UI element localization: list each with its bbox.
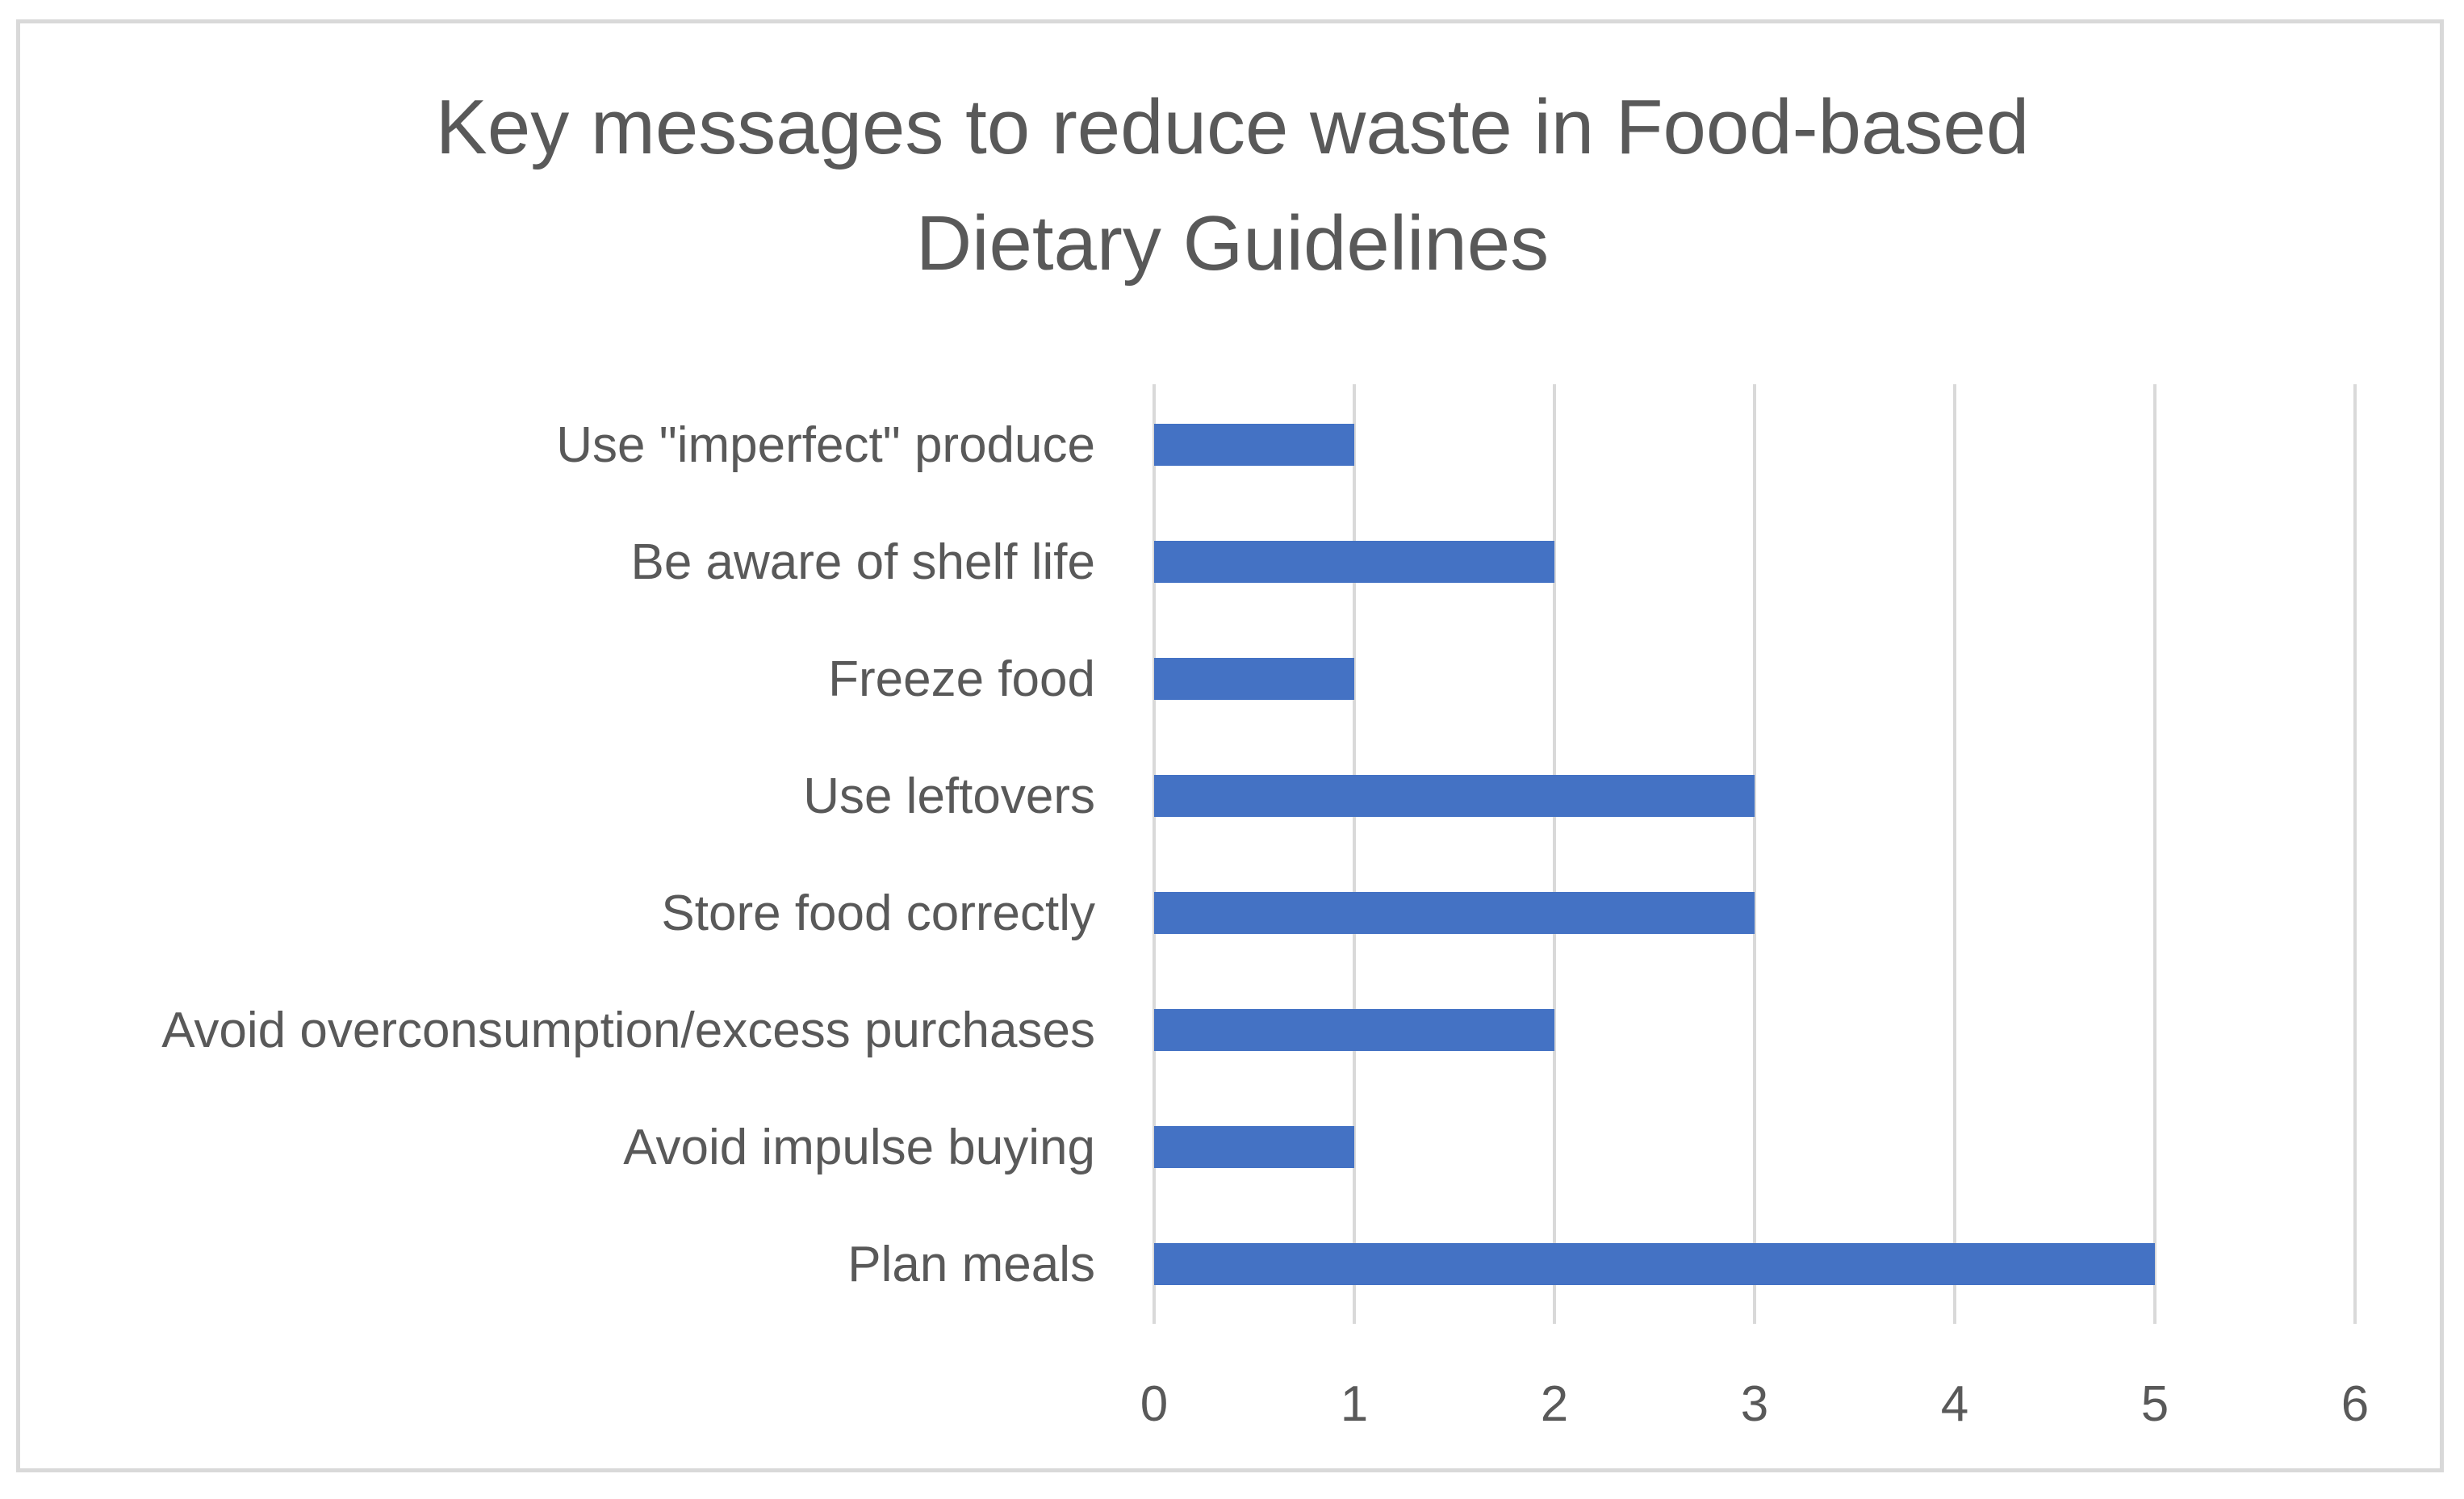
chart-title: Key messages to reduce waste in Food-bas… — [436, 84, 2029, 287]
bar-3 — [1154, 658, 1354, 700]
bar-6 — [1154, 1009, 1554, 1051]
chart-title-line-2: Dietary Guidelines — [916, 200, 1549, 287]
gridlines — [1153, 384, 2357, 1324]
category-label-7: Avoid impulse buying — [623, 1120, 1095, 1175]
x-axis-tick-labels: 0 1 2 3 4 5 6 — [1140, 1376, 2369, 1432]
x-tick-label-0: 0 — [1140, 1376, 1168, 1432]
x-tick-label-5: 5 — [2141, 1376, 2169, 1432]
category-label-3: Freeze food — [828, 651, 1095, 707]
bar-1 — [1154, 424, 1354, 466]
chart-title-line-1: Key messages to reduce waste in Food-bas… — [436, 84, 2029, 170]
x-tick-label-2: 2 — [1541, 1376, 1568, 1432]
x-tick-label-1: 1 — [1341, 1376, 1368, 1432]
chart-frame — [16, 19, 2444, 1472]
category-label-6: Avoid overconsumption/excess purchases — [161, 1003, 1095, 1058]
bar-5 — [1154, 892, 1755, 934]
x-tick-label-4: 4 — [1941, 1376, 1968, 1432]
bar-8 — [1154, 1243, 2155, 1285]
x-tick-label-3: 3 — [1741, 1376, 1768, 1432]
bar-2 — [1154, 541, 1554, 583]
category-label-4: Use leftovers — [803, 768, 1095, 824]
bars — [1154, 424, 2155, 1285]
category-label-5: Store food correctly — [661, 886, 1095, 941]
category-label-2: Be aware of shelf life — [630, 534, 1095, 590]
bar-7 — [1154, 1126, 1354, 1168]
category-labels: Use "imperfect" produce Be aware of shelf… — [161, 417, 1095, 1292]
bar-4 — [1154, 775, 1755, 817]
x-tick-label-6: 6 — [2341, 1376, 2369, 1432]
category-label-8: Plan meals — [847, 1237, 1095, 1292]
category-label-1: Use "imperfect" produce — [556, 417, 1095, 473]
